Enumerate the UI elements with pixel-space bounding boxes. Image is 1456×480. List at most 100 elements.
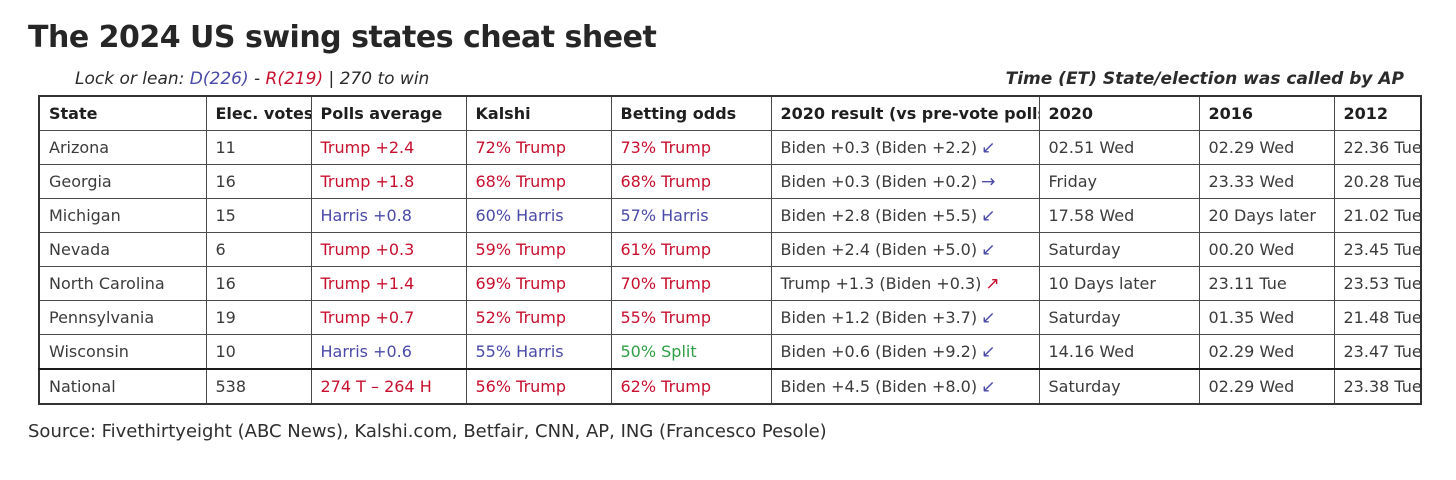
betting-cell: 73% Trump bbox=[610, 130, 772, 165]
subheader: Lock or lean: D(226) - R(219) | 270 to w… bbox=[75, 69, 1404, 89]
trend-arrow-icon: ↙ bbox=[981, 137, 996, 158]
page-title: The 2024 US swing states cheat sheet bbox=[28, 20, 657, 55]
result-2020-text: Biden +0.3 (Biden +0.2) bbox=[780, 171, 978, 191]
called-2012-cell: 23.47 Tue bbox=[1333, 334, 1422, 370]
header-2016: 2016 bbox=[1198, 95, 1335, 131]
ev-cell: 10 bbox=[205, 334, 312, 370]
ev-cell: 16 bbox=[205, 266, 312, 301]
called-2016-cell: 02.29 Wed bbox=[1198, 368, 1335, 405]
polls-cell: 274 T – 264 H bbox=[310, 368, 467, 405]
betting-cell: 55% Trump bbox=[610, 300, 772, 335]
result-2020-cell: Biden +2.4 (Biden +5.0) ↙ bbox=[770, 232, 1040, 267]
polls-cell: Trump +2.4 bbox=[310, 130, 467, 165]
called-2020-cell: 17.58 Wed bbox=[1038, 198, 1200, 233]
called-2020-cell: 02.51 Wed bbox=[1038, 130, 1200, 165]
header-polls-average: Polls average bbox=[310, 95, 467, 131]
called-2020-cell: Saturday bbox=[1038, 300, 1200, 335]
trend-arrow-icon: ↙ bbox=[981, 239, 996, 260]
header-2012: 2012 bbox=[1333, 95, 1422, 131]
header-kalshi: Kalshi bbox=[465, 95, 612, 131]
state-cell: Nevada bbox=[38, 232, 207, 267]
ev-cell: 19 bbox=[205, 300, 312, 335]
betting-cell: 61% Trump bbox=[610, 232, 772, 267]
ev-cell: 538 bbox=[205, 368, 312, 405]
called-2016-cell: 01.35 Wed bbox=[1198, 300, 1335, 335]
header-elec-votes: Elec. votes bbox=[205, 95, 312, 131]
called-2020-cell: Saturday bbox=[1038, 368, 1200, 405]
result-2020-cell: Biden +0.3 (Biden +0.2) → bbox=[770, 164, 1040, 199]
called-2012-cell: 22.36 Tue bbox=[1333, 130, 1422, 165]
betting-cell: 68% Trump bbox=[610, 164, 772, 199]
table-row-national: National 538 274 T – 264 H 56% Trump 62%… bbox=[38, 368, 1422, 405]
called-2020-cell: Friday bbox=[1038, 164, 1200, 199]
trend-arrow-icon: ↙ bbox=[981, 376, 996, 397]
trend-arrow-icon: ↗ bbox=[985, 273, 1000, 294]
called-2016-cell: 00.20 Wed bbox=[1198, 232, 1335, 267]
result-2020-cell: Trump +1.3 (Biden +0.3) ↗ bbox=[770, 266, 1040, 301]
called-2012-cell: 21.48 Tue bbox=[1333, 300, 1422, 335]
betting-cell: 57% Harris bbox=[610, 198, 772, 233]
kalshi-cell: 55% Harris bbox=[465, 334, 612, 370]
kalshi-cell: 68% Trump bbox=[465, 164, 612, 199]
called-2016-cell: 23.11 Tue bbox=[1198, 266, 1335, 301]
polls-cell: Trump +0.3 bbox=[310, 232, 467, 267]
state-cell: Michigan bbox=[38, 198, 207, 233]
result-2020-text: Biden +1.2 (Biden +3.7) bbox=[780, 307, 978, 327]
called-2020-cell: Saturday bbox=[1038, 232, 1200, 267]
dash: - bbox=[248, 69, 266, 89]
to-win-note: | 270 to win bbox=[323, 69, 430, 89]
table-row-nevada: Nevada 6 Trump +0.3 59% Trump 61% Trump … bbox=[38, 232, 1422, 267]
table-row-pennsylvania: Pennsylvania 19 Trump +0.7 52% Trump 55%… bbox=[38, 300, 1422, 335]
state-cell: Georgia bbox=[38, 164, 207, 199]
polls-cell: Harris +0.8 bbox=[310, 198, 467, 233]
source-attribution: Source: Fivethirtyeight (ABC News), Kals… bbox=[28, 421, 827, 442]
table-row-michigan: Michigan 15 Harris +0.8 60% Harris 57% H… bbox=[38, 198, 1422, 233]
result-2020-cell: Biden +0.3 (Biden +2.2) ↙ bbox=[770, 130, 1040, 165]
result-2020-cell: Biden +0.6 (Biden +9.2) ↙ bbox=[770, 334, 1040, 370]
polls-cell: Trump +1.8 bbox=[310, 164, 467, 199]
called-2012-cell: 21.02 Tue bbox=[1333, 198, 1422, 233]
header-betting-odds: Betting odds bbox=[610, 95, 772, 131]
betting-cell: 62% Trump bbox=[610, 368, 772, 405]
called-2016-cell: 23.33 Wed bbox=[1198, 164, 1335, 199]
trend-arrow-icon: ↙ bbox=[981, 307, 996, 328]
trend-arrow-icon: ↙ bbox=[981, 205, 996, 226]
state-cell: Arizona bbox=[38, 130, 207, 165]
kalshi-cell: 60% Harris bbox=[465, 198, 612, 233]
kalshi-cell: 72% Trump bbox=[465, 130, 612, 165]
polls-cell: Trump +0.7 bbox=[310, 300, 467, 335]
called-2012-cell: 23.38 Tue bbox=[1333, 368, 1422, 405]
state-cell: North Carolina bbox=[38, 266, 207, 301]
header-2020-result: 2020 result (vs pre-vote polls) bbox=[770, 95, 1040, 131]
called-2012-cell: 23.53 Tue bbox=[1333, 266, 1422, 301]
result-2020-cell: Biden +1.2 (Biden +3.7) ↙ bbox=[770, 300, 1040, 335]
result-2020-text: Biden +2.4 (Biden +5.0) bbox=[780, 239, 978, 259]
kalshi-cell: 56% Trump bbox=[465, 368, 612, 405]
lock-or-lean-prefix: Lock or lean: bbox=[75, 69, 190, 89]
state-cell: National bbox=[38, 368, 207, 405]
state-cell: Wisconsin bbox=[38, 334, 207, 370]
table-row-arizona: Arizona 11 Trump +2.4 72% Trump 73% Trum… bbox=[38, 130, 1422, 165]
betting-cell: 70% Trump bbox=[610, 266, 772, 301]
swing-states-table: State Elec. votes Polls average Kalshi B… bbox=[38, 95, 1422, 405]
header-2020: 2020 bbox=[1038, 95, 1200, 131]
result-2020-text: Biden +2.8 (Biden +5.5) bbox=[780, 205, 978, 225]
called-2016-cell: 02.29 Wed bbox=[1198, 334, 1335, 370]
kalshi-cell: 59% Trump bbox=[465, 232, 612, 267]
polls-cell: Harris +0.6 bbox=[310, 334, 467, 370]
rep-count: R(219) bbox=[265, 69, 324, 89]
state-cell: Pennsylvania bbox=[38, 300, 207, 335]
result-2020-text: Biden +0.3 (Biden +2.2) bbox=[780, 137, 978, 157]
ap-call-time-note: Time (ET) State/election was called by A… bbox=[1005, 69, 1404, 89]
called-2012-cell: 20.28 Tue bbox=[1333, 164, 1422, 199]
table-header-row: State Elec. votes Polls average Kalshi B… bbox=[38, 95, 1422, 131]
betting-cell: 50% Split bbox=[610, 334, 772, 370]
trend-arrow-icon: → bbox=[981, 171, 996, 192]
called-2016-cell: 20 Days later bbox=[1198, 198, 1335, 233]
ev-cell: 11 bbox=[205, 130, 312, 165]
trend-arrow-icon: ↙ bbox=[981, 341, 996, 362]
lock-or-lean-line: Lock or lean: D(226) - R(219) | 270 to w… bbox=[75, 69, 429, 89]
polls-cell: Trump +1.4 bbox=[310, 266, 467, 301]
ev-cell: 6 bbox=[205, 232, 312, 267]
